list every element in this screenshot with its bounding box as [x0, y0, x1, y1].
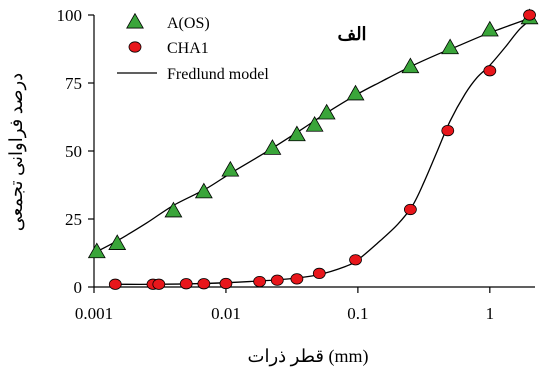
point-a-os: [263, 139, 282, 155]
y-tick-label: 50: [65, 142, 82, 161]
x-tick-label: 0.01: [211, 304, 241, 323]
point-a-os: [305, 115, 324, 132]
point-a-os: [317, 103, 336, 120]
point-a-os: [287, 125, 306, 142]
point-cha1: [152, 278, 166, 290]
point-a-os: [221, 160, 240, 177]
point-cha1: [403, 203, 417, 216]
point-a-os: [401, 57, 420, 74]
fit-curves: [93, 15, 536, 285]
point-cha1: [253, 275, 267, 288]
point-cha1: [219, 277, 233, 290]
point-a-os: [346, 84, 365, 101]
y-tick-label: 100: [57, 6, 83, 25]
legend-marker-circle: [128, 41, 142, 53]
point-cha1: [483, 65, 497, 77]
point-a-os: [194, 182, 213, 199]
x-tick-label: 0.1: [347, 304, 368, 323]
point-cha1: [197, 278, 211, 290]
y-axis-title: درصد فراوانی تجمعی: [6, 73, 27, 231]
point-cha1: [179, 278, 193, 290]
legend-label-a-os: A(OS): [167, 15, 210, 32]
point-cha1: [441, 125, 455, 137]
legend: A(OS) CHA1 Fredlund model: [117, 12, 269, 83]
y-tick-label: 75: [65, 74, 82, 93]
panel-label: الف: [337, 24, 366, 44]
y-tick-label: 25: [65, 210, 82, 229]
legend-label-fredlund: Fredlund model: [167, 66, 269, 83]
point-a-os: [480, 20, 499, 37]
fit-curve-1: [93, 15, 536, 254]
point-a-os: [441, 38, 460, 55]
axes: 0 25 50 75 100 0.001 0.01 0.1 1: [57, 6, 535, 323]
data-points: [87, 8, 539, 290]
point-cha1: [290, 273, 304, 285]
point-cha1: [523, 9, 536, 21]
x-axis-title: قطر ذرات (mm): [248, 346, 369, 367]
point-cha1: [349, 254, 362, 266]
point-cha1: [312, 267, 326, 279]
point-a-os: [164, 201, 183, 218]
point-a-os: [108, 234, 127, 250]
point-a-os: [87, 242, 106, 259]
x-tick-label: 1: [486, 304, 495, 323]
legend-marker-triangle: [126, 12, 144, 29]
point-cha1: [108, 278, 122, 290]
legend-label-cha1: CHA1: [167, 40, 209, 57]
point-cha1: [270, 274, 284, 286]
y-tick-label: 0: [74, 278, 83, 297]
x-tick-label: 0.001: [75, 304, 113, 323]
